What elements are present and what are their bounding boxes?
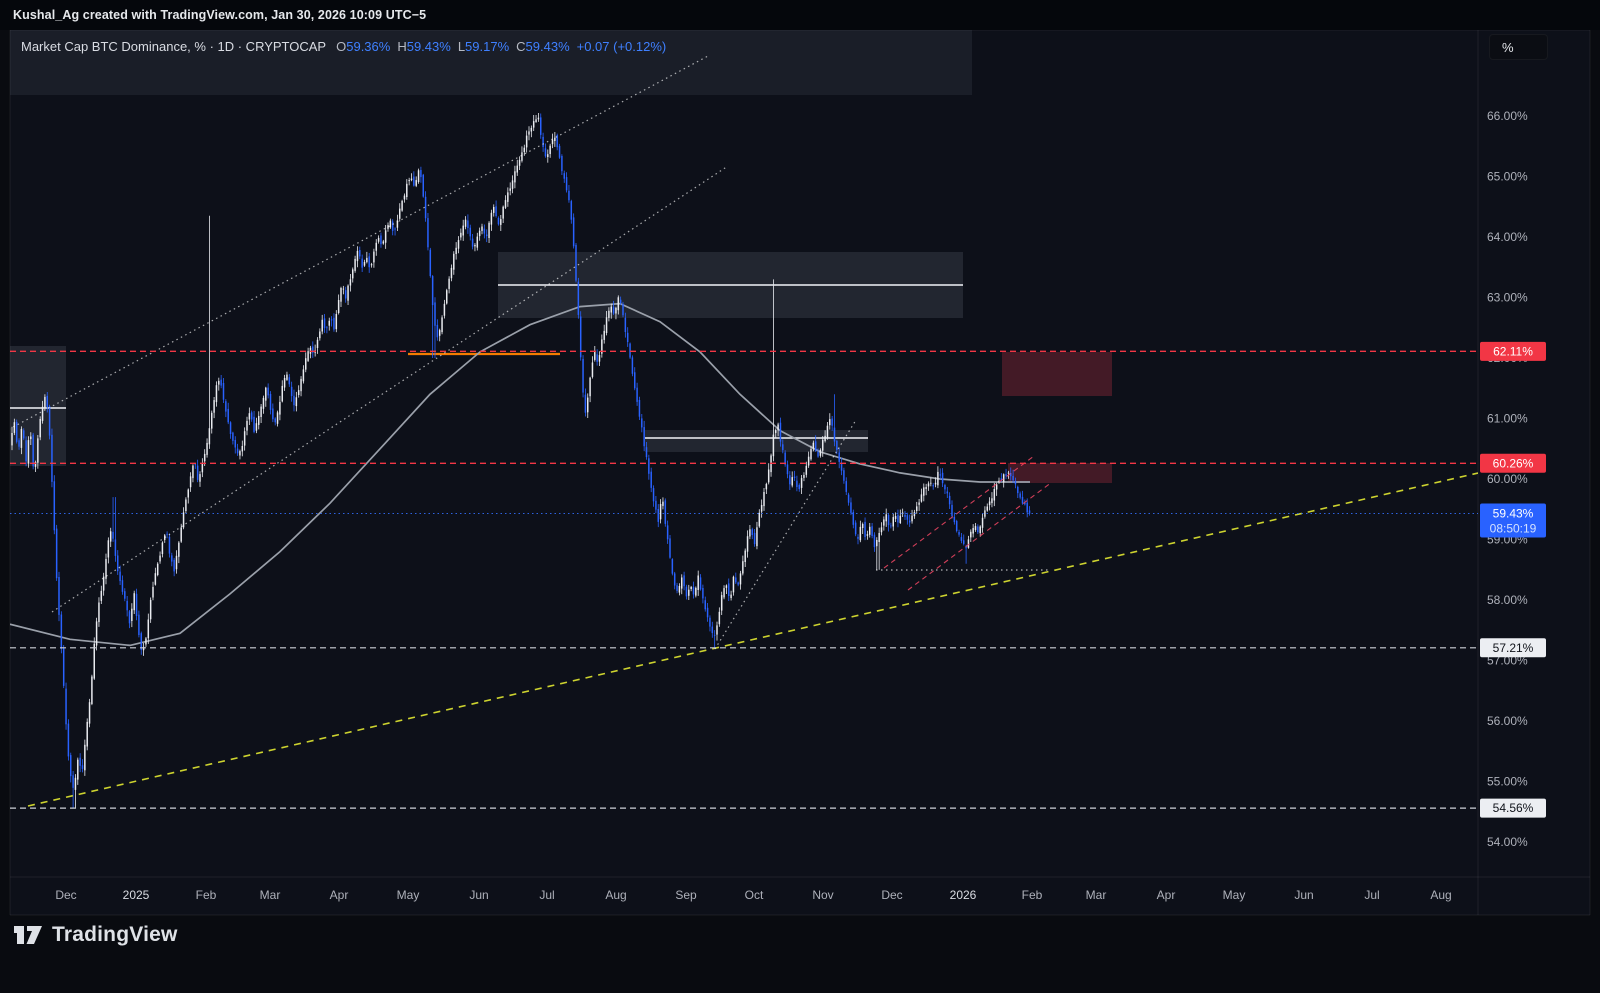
top-highlight-panel[interactable] — [10, 30, 972, 95]
price-level-label — [1480, 638, 1546, 658]
y-axis-tick-label: 60.00% — [1487, 472, 1528, 486]
red-zone-62[interactable] — [1002, 352, 1112, 396]
pink-channel-lower[interactable] — [907, 481, 1053, 591]
x-axis-tick-label[interactable]: Dec — [881, 888, 902, 902]
attribution-text: Kushal_Ag created with TradingView.com, … — [13, 8, 427, 22]
current-price-value: 59.43% — [1493, 506, 1534, 520]
ohlc-open-key: O — [336, 39, 347, 54]
ohlc-high-value: 59.43% — [406, 39, 451, 54]
price-level-label — [1480, 341, 1546, 361]
chart-legend[interactable]: Market Cap BTC Dominance, % · 1D · CRYPT… — [21, 39, 666, 54]
y-axis-tick-label: 64.00% — [1487, 230, 1528, 244]
x-axis-tick-label[interactable]: Feb — [1022, 888, 1043, 902]
x-axis-tick-label[interactable]: Aug — [605, 888, 626, 902]
price-scale-mode-button[interactable]: % — [1489, 34, 1548, 60]
ohlc-open: O59.36% — [336, 39, 390, 54]
y-axis-tick-label: 58.00% — [1487, 593, 1528, 607]
y-axis-tick-label: 55.00% — [1487, 775, 1528, 789]
tradingview-logo[interactable]: TradingView — [13, 922, 178, 948]
ohlc-open-value: 59.36% — [346, 39, 391, 54]
x-axis-tick-label[interactable]: Feb — [196, 888, 217, 902]
pink-channel-upper[interactable] — [883, 455, 1035, 569]
down-candles — [15, 113, 1031, 809]
x-axis-tick-label[interactable]: May — [397, 888, 420, 902]
ohlc-close-key: C — [516, 39, 526, 54]
moving-average-line — [10, 302, 1030, 647]
ohlc-low-key: L — [457, 39, 466, 54]
attribution-bar: Kushal_Ag created with TradingView.com, … — [0, 0, 1600, 30]
red-zone-60[interactable] — [1008, 463, 1112, 483]
ohlc-high: H59.43% — [397, 39, 450, 54]
y-axis-tick-label: 63.00% — [1487, 291, 1528, 305]
ohlc-low: L59.17% — [458, 39, 509, 54]
up-candles — [11, 113, 1010, 809]
change-value: +0.07 (+0.12%) — [576, 39, 667, 54]
plot-area[interactable] — [0, 30, 1478, 809]
white-channel-upper-dotted[interactable] — [0, 55, 709, 434]
x-axis-tick-label[interactable]: Mar — [1086, 888, 1107, 902]
ohlc-values: O59.36% H59.43% L59.17% C59.43% +0.07 (+… — [336, 39, 666, 54]
x-axis-tick-label[interactable]: Aug — [1430, 888, 1451, 902]
y-axis-tick-label: 56.00% — [1487, 714, 1528, 728]
price-level-value: 57.21% — [1493, 641, 1534, 655]
y-axis-tick-label: 65.00% — [1487, 170, 1528, 184]
x-axis-tick-label[interactable]: Apr — [1157, 888, 1176, 902]
y-axis-tick-label: 54.00% — [1487, 835, 1528, 849]
price-level-label — [1480, 453, 1546, 473]
price-level-label — [1480, 798, 1546, 818]
x-axis-tick-label[interactable]: Dec — [55, 888, 76, 902]
zone-61[interactable] — [645, 430, 868, 452]
ohlc-low-value: 59.17% — [465, 39, 510, 54]
current-price-label — [1480, 503, 1546, 538]
x-axis-tick-label[interactable]: Jun — [469, 888, 488, 902]
x-axis-tick-label[interactable]: Sep — [675, 888, 697, 902]
price-level-value: 60.26% — [1493, 456, 1534, 470]
x-axis-tick-label[interactable]: Nov — [812, 888, 833, 902]
x-axis-tick-label[interactable]: Jul — [1364, 888, 1379, 902]
x-axis-tick-label[interactable]: Mar — [260, 888, 281, 902]
tradingview-logo-icon — [14, 926, 42, 944]
x-axis-tick-label[interactable]: Apr — [330, 888, 349, 902]
x-axis-tick-label[interactable]: 2025 — [123, 888, 150, 902]
ohlc-close-value: 59.43% — [525, 39, 570, 54]
tradingview-wordmark: TradingView — [52, 923, 178, 946]
yellow-support-trendline[interactable] — [27, 472, 1478, 807]
symbol-description[interactable]: Market Cap BTC Dominance, % · 1D · CRYPT… — [21, 39, 327, 54]
ohlc-high-key: H — [397, 39, 407, 54]
y-axis-tick-label: 61.00% — [1487, 412, 1528, 426]
x-axis-tick-label[interactable]: May — [1223, 888, 1246, 902]
y-axis-tick-label: 66.00% — [1487, 109, 1528, 123]
x-axis-tick-label[interactable]: Jun — [1294, 888, 1313, 902]
x-axis-tick-label[interactable]: 2026 — [950, 888, 977, 902]
chart-background — [10, 30, 1590, 915]
x-axis-tick-label[interactable]: Oct — [745, 888, 764, 902]
price-level-value: 54.56% — [1493, 801, 1534, 815]
bar-countdown: 08:50:19 — [1490, 521, 1537, 535]
x-axis-tick-label[interactable]: Jul — [539, 888, 554, 902]
price-level-value: 62.11% — [1493, 344, 1533, 358]
ohlc-close: C59.43% — [516, 39, 569, 54]
